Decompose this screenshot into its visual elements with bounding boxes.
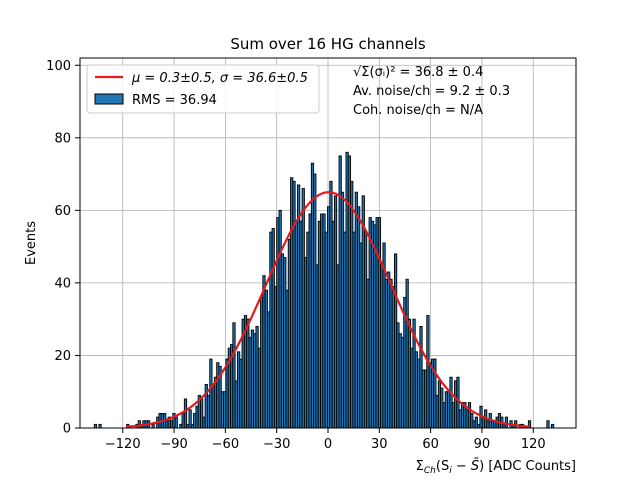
legend-box: [86, 64, 320, 114]
y-tick-label: 60: [54, 204, 71, 219]
annotation-total-noise: √Σ(σᵢ)² = 36.8 ± 0.4: [353, 65, 483, 80]
histogram-bar: [93, 423, 98, 429]
x-tick-label: 60: [422, 437, 439, 452]
x-axis-ticks: −120 −90 −60 −30 0 30 60 90 120: [105, 428, 546, 452]
x-tick-label: 90: [474, 437, 491, 452]
y-tick-label: 20: [54, 349, 71, 364]
x-tick-label: 0: [324, 437, 332, 452]
x-tick-label: −30: [263, 437, 290, 452]
x-tick-label: −60: [212, 437, 239, 452]
legend-histogram-swatch: [94, 93, 124, 105]
y-tick-label: 40: [54, 276, 71, 291]
annotation-block: √Σ(σᵢ)² = 36.8 ± 0.4 Av. noise/ch = 9.2 …: [353, 65, 510, 118]
histogram-bar: [504, 416, 509, 429]
x-tick-label: −120: [105, 437, 141, 452]
x-tick-label: −90: [160, 437, 187, 452]
fit-curve: [126, 191, 530, 428]
legend-fit-label: μ = 0.3±0.5, σ = 36.6±0.5: [131, 71, 308, 86]
histogram-bar: [174, 416, 178, 429]
legend-histogram-label: RMS = 36.94: [132, 93, 217, 108]
y-tick-label: 100: [46, 59, 71, 74]
y-axis-ticks: 0 20 40 60 80 100: [46, 59, 80, 437]
y-axis-label: Events: [24, 221, 39, 265]
histogram-bar: [183, 398, 188, 429]
x-axis-label: ΣCh(Si − S̄) [ADC Counts]: [416, 459, 576, 476]
histogram-bar: [551, 423, 555, 429]
histogram-bar: [98, 423, 102, 429]
histogram-bar: [151, 423, 155, 429]
x-tick-label: 30: [371, 437, 388, 452]
annotation-coherent-noise: Coh. noise/ch = N/A: [353, 103, 483, 118]
legend: μ = 0.3±0.5, σ = 36.6±0.5 RMS = 36.94: [86, 64, 320, 114]
y-tick-label: 0: [63, 422, 71, 437]
annotation-average-noise: Av. noise/ch = 9.2 ± 0.3: [353, 84, 510, 99]
histogram-bar: [546, 420, 550, 429]
chart-title: Sum over 16 HG channels: [230, 35, 426, 53]
x-tick-label: 120: [521, 437, 546, 452]
y-tick-label: 80: [54, 131, 71, 146]
